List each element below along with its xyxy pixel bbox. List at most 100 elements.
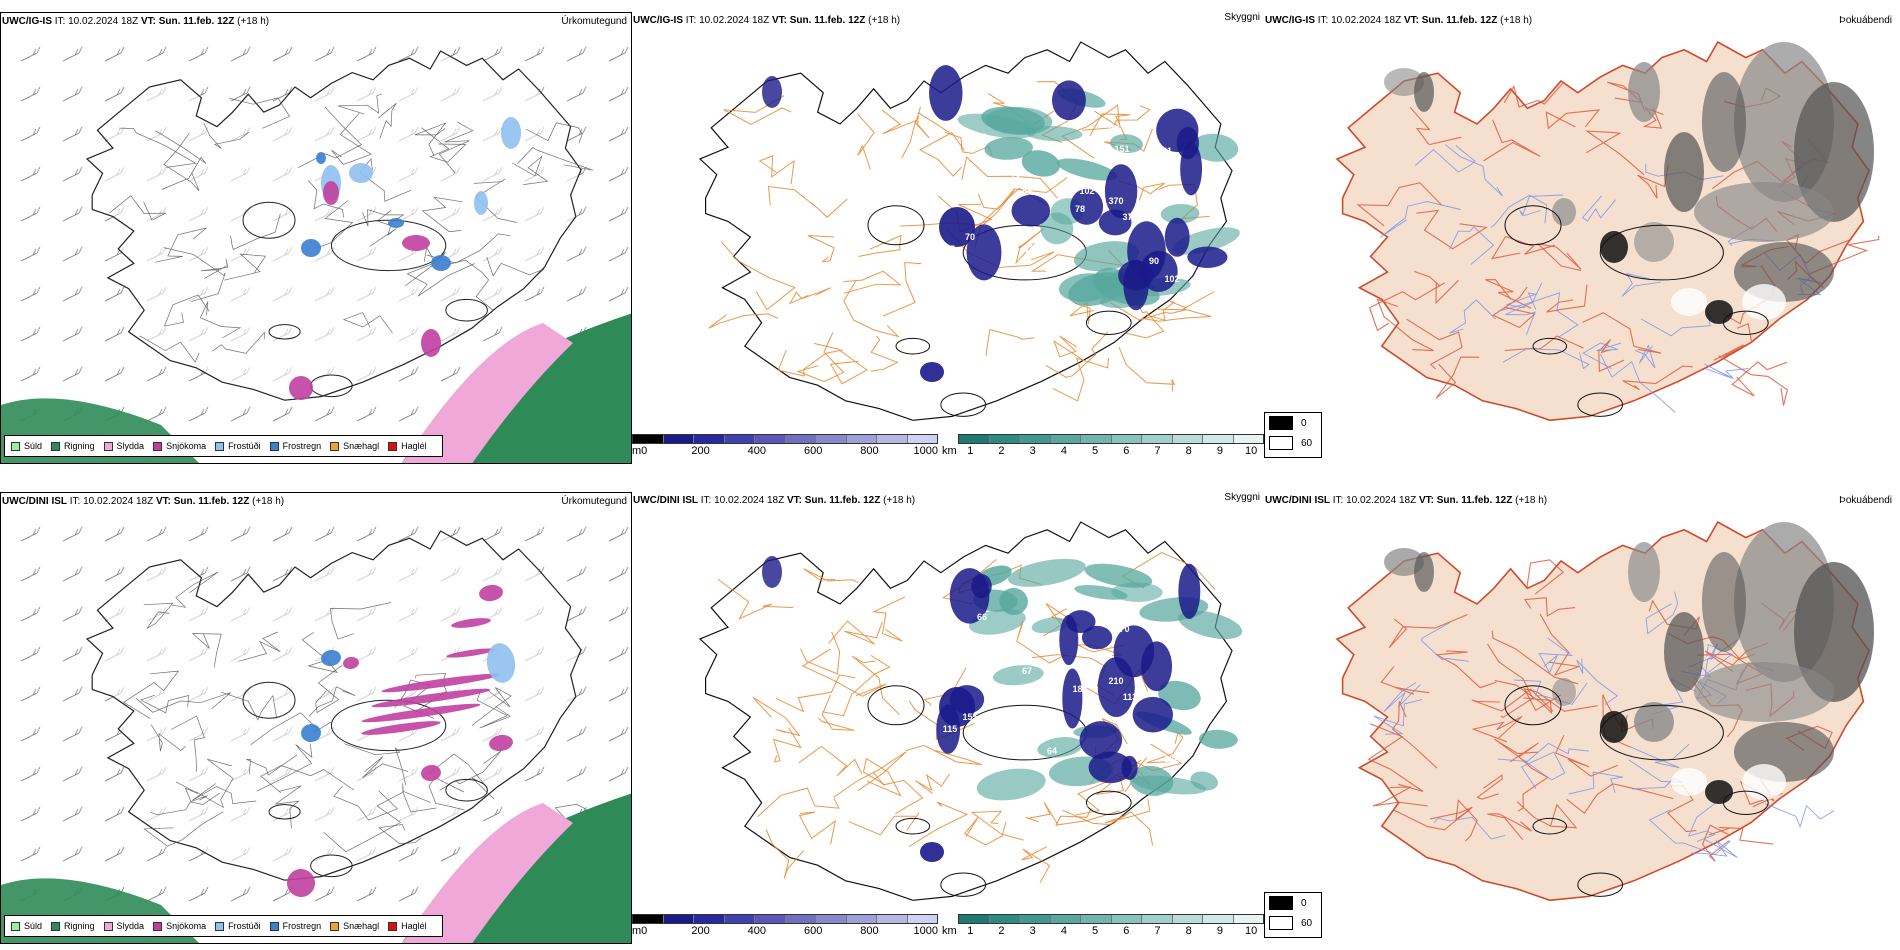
road-line — [1576, 658, 1619, 705]
road-line — [200, 258, 229, 279]
map-field-blob — [371, 688, 491, 708]
road-line — [1517, 755, 1549, 812]
map-field-blob — [1141, 641, 1173, 692]
wind-barb — [20, 606, 41, 622]
road-line — [1498, 742, 1589, 762]
visibility-value-label: 151 — [1114, 144, 1129, 154]
road-line — [708, 313, 779, 329]
map-field-blob — [1110, 134, 1143, 153]
map-field-blob — [1132, 696, 1174, 733]
panel-title: UWC/DINI ISL IT: 10.02.2024 18Z VT: Sun.… — [2, 496, 285, 507]
road-line — [1704, 363, 1749, 379]
map-field-blob — [1199, 729, 1238, 749]
scale-swatch — [816, 435, 847, 443]
map-field-blob — [316, 152, 326, 164]
wind-barb — [566, 566, 587, 582]
panel-title: UWC/IG-IS IT: 10.02.2024 18Z VT: Sun. 11… — [1265, 15, 1533, 26]
road-line — [1372, 786, 1428, 807]
precip-type-panel-row1: UWC/IG-IS IT: 10.02.2024 18Z VT: Sun. 11… — [0, 12, 632, 464]
scale-tick-label: 6 — [1123, 445, 1130, 457]
road-line — [798, 745, 863, 777]
map-field-blob — [1084, 563, 1153, 588]
wind-barb — [62, 686, 83, 702]
legend-item: Frostregn — [269, 921, 321, 931]
wind-barb — [440, 366, 461, 382]
wind-barb — [20, 566, 41, 582]
road-line — [199, 301, 242, 339]
legend-item: Snjókoma — [153, 921, 206, 931]
wind-barb — [398, 406, 419, 422]
visibility-value-label: 111 — [1075, 804, 1089, 814]
road-line — [843, 280, 900, 338]
precip-type-panel-row2: UWC/DINI ISL IT: 10.02.2024 18Z VT: Sun.… — [0, 492, 632, 944]
visibility-value-label: 176 — [1164, 754, 1179, 764]
map-field-blob — [939, 687, 975, 727]
wind-barb — [62, 606, 83, 622]
visibility-panel-row1: 81 66 86 73 89 65 70 135 176 78 102 370 371 255 151 61 9… — [632, 12, 1264, 464]
road-line — [914, 773, 951, 794]
road-line — [1538, 637, 1573, 674]
scale-swatch — [1081, 915, 1112, 923]
legend-item: Haglél — [388, 921, 427, 931]
wind-barb — [104, 806, 125, 822]
legend-swatch — [269, 441, 279, 451]
visibility-value-label: 71 — [1010, 652, 1020, 662]
legend-swatch — [330, 441, 340, 451]
scale-ticks-m: 0 200 400 600 800 1000 — [632, 444, 938, 458]
road-line — [476, 689, 511, 729]
road-line — [796, 332, 845, 383]
map-field-blob — [1702, 552, 1746, 652]
wind-barb — [62, 766, 83, 782]
road-line — [908, 801, 969, 848]
map-field-blob — [321, 649, 341, 667]
cloud-legend-label: 0 — [1301, 897, 1307, 909]
map-field-blob — [1187, 246, 1228, 268]
scale-tick-label: 2 — [998, 925, 1005, 937]
scale-tick-label: 10 — [1245, 925, 1258, 937]
map-field-blob — [1065, 610, 1096, 634]
road-line — [828, 620, 883, 645]
scale-swatch — [1050, 915, 1081, 923]
wind-barb — [566, 726, 587, 742]
cloud-legend-swatch — [1269, 436, 1293, 450]
road-line — [1546, 284, 1588, 313]
wind-barb — [272, 566, 293, 582]
road-line — [1471, 716, 1523, 743]
legend-label: Slydda — [116, 441, 145, 451]
scale-ticks-km: 1 2 3 4 5 6 7 8 9 10 — [958, 444, 1264, 458]
wind-barb — [482, 326, 503, 342]
map-field-blob — [1628, 62, 1660, 122]
scale-swatch — [959, 435, 990, 443]
scale-tick-label: 8 — [1185, 925, 1192, 937]
map-field-blob — [1176, 126, 1199, 160]
wind-barb — [608, 286, 629, 302]
visibility-value-label: 90 — [1149, 256, 1159, 266]
map-field-blob — [1132, 775, 1207, 795]
map-field-blob — [486, 643, 516, 683]
scale-tick-label: 200 — [691, 925, 710, 937]
visibility-value-label: 204 — [1079, 666, 1094, 676]
scale-swatch — [633, 915, 664, 923]
visibility-value-label: 176 — [1044, 266, 1059, 276]
glacier-outline — [1085, 790, 1132, 815]
scale-swatch — [1020, 915, 1051, 923]
wind-barb — [272, 406, 293, 422]
cloud-map — [1335, 520, 1874, 902]
visibility-value-label: 158 — [1106, 604, 1121, 614]
road-line — [752, 696, 801, 737]
road-line — [1356, 182, 1443, 227]
wind-barb — [608, 566, 629, 582]
road-line — [776, 674, 856, 713]
road-line — [851, 655, 900, 716]
map-field-blob — [301, 723, 321, 743]
road-line — [1146, 731, 1184, 764]
map-field-blob — [1104, 164, 1138, 219]
legend-label: Slydda — [116, 921, 145, 931]
road-line — [155, 130, 207, 190]
scale-tick-label: 2 — [998, 445, 1005, 457]
cloud-legend-swatch — [1269, 916, 1293, 930]
scale-tick-label: 9 — [1216, 445, 1223, 457]
map-field-blob — [1190, 771, 1219, 791]
coastline — [85, 50, 582, 401]
